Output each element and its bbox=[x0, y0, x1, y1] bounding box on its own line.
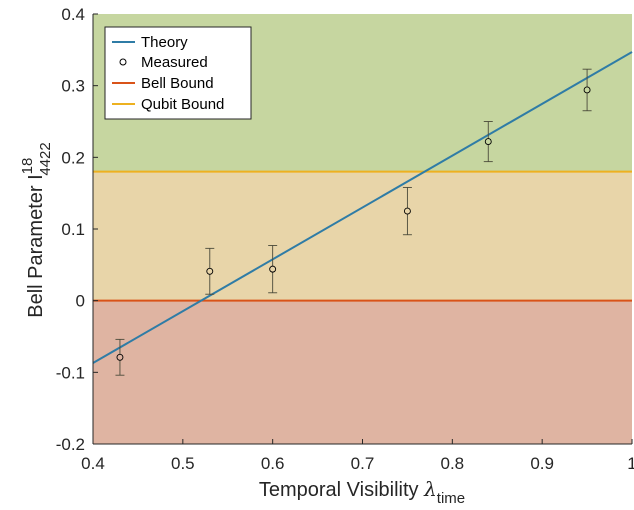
measured-marker bbox=[269, 265, 277, 273]
y-tick-label: -0.1 bbox=[56, 363, 85, 382]
x-tick-label: 0.6 bbox=[261, 454, 285, 473]
theory-line bbox=[92, 51, 633, 364]
measured-marker bbox=[206, 267, 214, 275]
measured-point-3 bbox=[268, 245, 278, 294]
x-axis-label: Temporal Visibility λtime bbox=[259, 477, 465, 507]
measured-point-1 bbox=[115, 338, 125, 376]
legend-theory-label: Theory bbox=[141, 34, 188, 51]
x-tick-label: 1 bbox=[627, 454, 634, 473]
legend-bell-bound-label: Bell Bound bbox=[141, 75, 214, 92]
measured-marker bbox=[403, 207, 411, 215]
y-tick-label: 0 bbox=[76, 292, 85, 311]
bound-lines bbox=[93, 170, 632, 302]
x-tick-label: 0.5 bbox=[171, 454, 195, 473]
x-tick-label: 0.7 bbox=[351, 454, 375, 473]
x-tick-label: 0.9 bbox=[530, 454, 554, 473]
legend-measured-label: Measured bbox=[141, 54, 208, 71]
measured-marker bbox=[484, 138, 492, 146]
y-tick-label: 0.3 bbox=[61, 77, 85, 96]
measured-point-2 bbox=[205, 247, 215, 295]
shaded-regions bbox=[93, 14, 632, 444]
region-below-bell-bound bbox=[93, 300, 632, 444]
measured-point-4 bbox=[402, 186, 412, 236]
measured-point-6 bbox=[582, 68, 592, 112]
y-tick-label: 0.4 bbox=[61, 5, 85, 24]
x-axis-ticks: 0.4 0.5 0.6 0.7 0.8 0.9 1 bbox=[81, 439, 634, 473]
x-tick-label: 0.8 bbox=[441, 454, 465, 473]
x-tick-label: 0.4 bbox=[81, 454, 105, 473]
legend-measured-swatch bbox=[119, 58, 127, 66]
legend: Theory Measured Bell Bound Qubit Bound bbox=[104, 26, 252, 120]
legend-qubit-bound-label: Qubit Bound bbox=[141, 96, 224, 113]
measured-marker bbox=[116, 353, 124, 361]
measured-series bbox=[115, 68, 592, 376]
y-tick-label: -0.2 bbox=[56, 435, 85, 454]
y-axis-label: Bell Parameter I184422 bbox=[19, 142, 54, 317]
y-axis-ticks: -0.2 -0.1 0 0.1 0.2 0.3 0.4 bbox=[56, 5, 98, 454]
measured-marker bbox=[583, 86, 591, 94]
y-tick-label: 0.2 bbox=[61, 148, 85, 167]
y-tick-label: 0.1 bbox=[61, 220, 85, 239]
theory-series bbox=[92, 51, 633, 364]
measured-point-5 bbox=[483, 121, 493, 163]
region-between-bounds bbox=[93, 171, 632, 301]
